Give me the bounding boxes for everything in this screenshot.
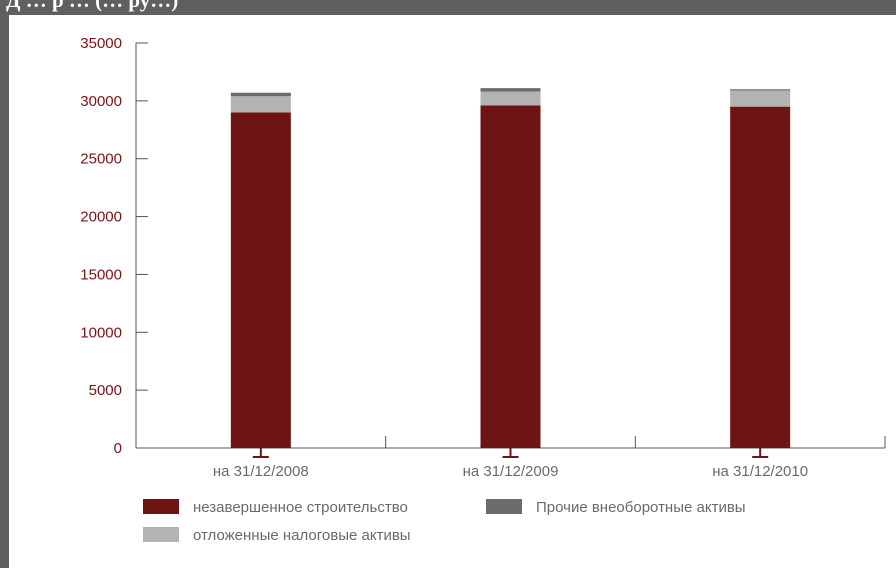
bars	[230, 88, 791, 458]
y-tick-label: 5000	[89, 382, 122, 399]
bar-segment	[230, 96, 291, 113]
legend-swatch	[486, 499, 522, 514]
bar-segment	[480, 88, 541, 92]
y-tick-label: 0	[114, 440, 122, 457]
legend-label: отложенные налоговые активы	[193, 527, 411, 544]
legend-swatch	[143, 499, 179, 514]
x-tick-label: на 31/12/2008	[213, 463, 309, 480]
y-tick-label: 25000	[80, 151, 122, 168]
y-tick-label: 20000	[80, 209, 122, 226]
legend-swatch	[143, 527, 179, 542]
y-tick-label: 35000	[80, 35, 122, 52]
bar-segment	[730, 90, 791, 107]
y-tick-label: 30000	[80, 93, 122, 110]
y-tick-label: 15000	[80, 266, 122, 283]
bar-segment	[480, 91, 541, 106]
legend: незавершенное строительство отложенные на…	[143, 499, 746, 544]
bar-chart: 0 5000 10000 15000 20000 25000 30000 35000 на 3…	[80, 35, 886, 544]
bar-segment	[730, 106, 791, 449]
chart-title: Д … р … (… ру…)	[6, 0, 179, 12]
x-tick-label: на 31/12/2010	[712, 463, 808, 480]
legend-label: незавершенное строительство	[193, 499, 408, 516]
y-axis: 0 5000 10000 15000 20000 25000 30000 35000	[80, 35, 148, 457]
title-bar: Д … р … (… ру…)	[0, 0, 896, 15]
bar-segment	[230, 92, 291, 97]
bar-segment	[480, 105, 541, 448]
y-tick-label: 10000	[80, 324, 122, 341]
chart-panel: 0 5000 10000 15000 20000 25000 30000 35000 на 3…	[9, 15, 896, 568]
bar-segment	[730, 89, 791, 91]
legend-label: Прочие внеоборотные активы	[536, 499, 746, 516]
x-tick-label: на 31/12/2009	[463, 463, 559, 480]
bar-segment	[230, 112, 291, 448]
